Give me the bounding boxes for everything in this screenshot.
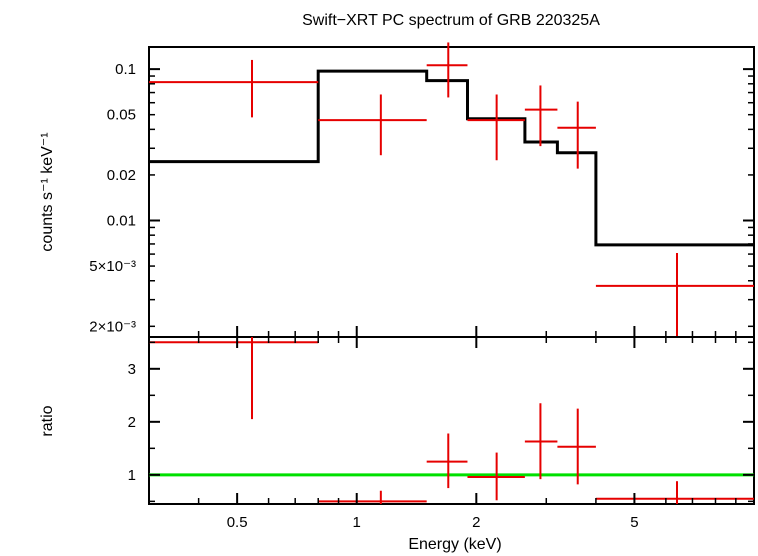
ratio-y-tick-label: 3 <box>128 361 136 378</box>
ratio-y-axis-label: ratio <box>39 405 56 436</box>
ratio-data-point <box>524 403 558 480</box>
spectrum-y-tick-label: 0.1 <box>115 61 136 78</box>
spectrum-data-point <box>426 42 468 98</box>
ratio-data-point <box>318 490 427 504</box>
ratio-y-tick-label: 1 <box>128 467 136 484</box>
x-axis-label: Energy (keV) <box>408 536 501 553</box>
x-tick-label: 2 <box>472 514 480 531</box>
spectrum-y-tick-label: 5×10⁻³ <box>89 258 136 275</box>
ratio-y-tick-label: 2 <box>128 414 136 431</box>
spectrum-y-tick-label: 2×10⁻³ <box>89 318 136 335</box>
spectrum-y-axis-label: counts s⁻¹ keV⁻¹ <box>39 132 56 251</box>
spectrum-data-point <box>557 101 596 169</box>
x-tick-label: 1 <box>353 514 361 531</box>
spectrum-y-tick-label: 0.05 <box>107 107 136 124</box>
x-tick-label: 5 <box>630 514 638 531</box>
ratio-panel: 1 2 3 ratio <box>39 336 755 505</box>
spectrum-y-tick-label: 0.01 <box>107 213 136 230</box>
spectrum-panel: 0.1 0.05 0.02 0.01 5×10⁻³ 2×10⁻³ counts s⁻¹ k… <box>39 42 755 338</box>
model-step-line <box>149 69 754 247</box>
ratio-data-point <box>557 408 596 485</box>
chart-title: Swift−XRT PC spectrum of GRB 220325A <box>302 12 600 29</box>
spectrum-data-point <box>467 94 525 161</box>
spectrum-data-point <box>524 85 558 147</box>
ratio-data-point <box>149 337 319 420</box>
x-tick-label: 0.5 <box>227 514 248 531</box>
spectrum-plot-frame <box>148 46 755 338</box>
spectrum-data-point <box>149 59 319 118</box>
ratio-data-point <box>467 452 525 501</box>
spectrum-data-point <box>595 253 754 337</box>
ratio-data-point <box>595 481 754 504</box>
spectrum-data-point <box>318 94 427 156</box>
ratio-data-point <box>426 433 468 489</box>
ratio-plot-frame <box>148 336 755 505</box>
spectrum-y-tick-label: 0.02 <box>107 167 136 184</box>
